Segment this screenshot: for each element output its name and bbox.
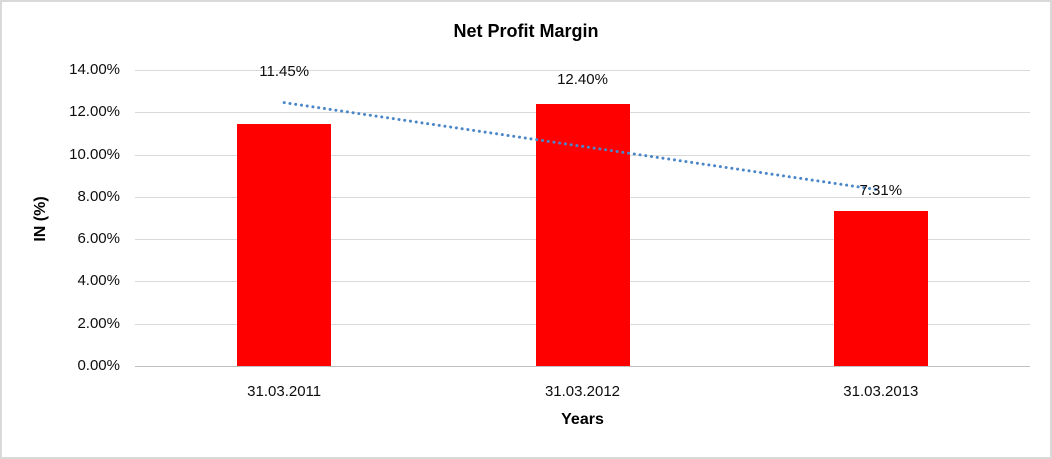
- y-tick-label: 2.00%: [77, 314, 120, 332]
- chart-title: Net Profit Margin: [453, 21, 599, 41]
- y-tick-label: 12.00%: [69, 103, 120, 121]
- x-axis-line: [135, 366, 1030, 367]
- y-tick-label: 6.00%: [77, 230, 120, 248]
- x-axis-title: Years: [561, 411, 604, 428]
- data-label: 11.45%: [259, 62, 310, 80]
- bar-31.03.2013: [833, 211, 928, 366]
- gridline: [135, 70, 1030, 71]
- y-tick-label: 10.00%: [69, 145, 120, 163]
- y-tick-label: 14.00%: [69, 61, 120, 78]
- bar-31.03.2011: [237, 123, 332, 366]
- x-tick-label: 31.03.2012: [544, 383, 621, 400]
- plot-area: [135, 70, 1030, 367]
- trendline-path: [282, 101, 883, 192]
- data-label: 12.40%: [557, 70, 608, 88]
- y-tick-label: 0.00%: [77, 357, 120, 374]
- x-tick-label: 31.03.2011: [247, 383, 322, 400]
- y-tick-label: 8.00%: [77, 187, 120, 205]
- x-tick-label: 31.03.2013: [843, 383, 919, 400]
- data-label: 7.31%: [859, 182, 903, 200]
- trendline: [282, 101, 883, 192]
- y-tick-label: 4.00%: [77, 272, 120, 290]
